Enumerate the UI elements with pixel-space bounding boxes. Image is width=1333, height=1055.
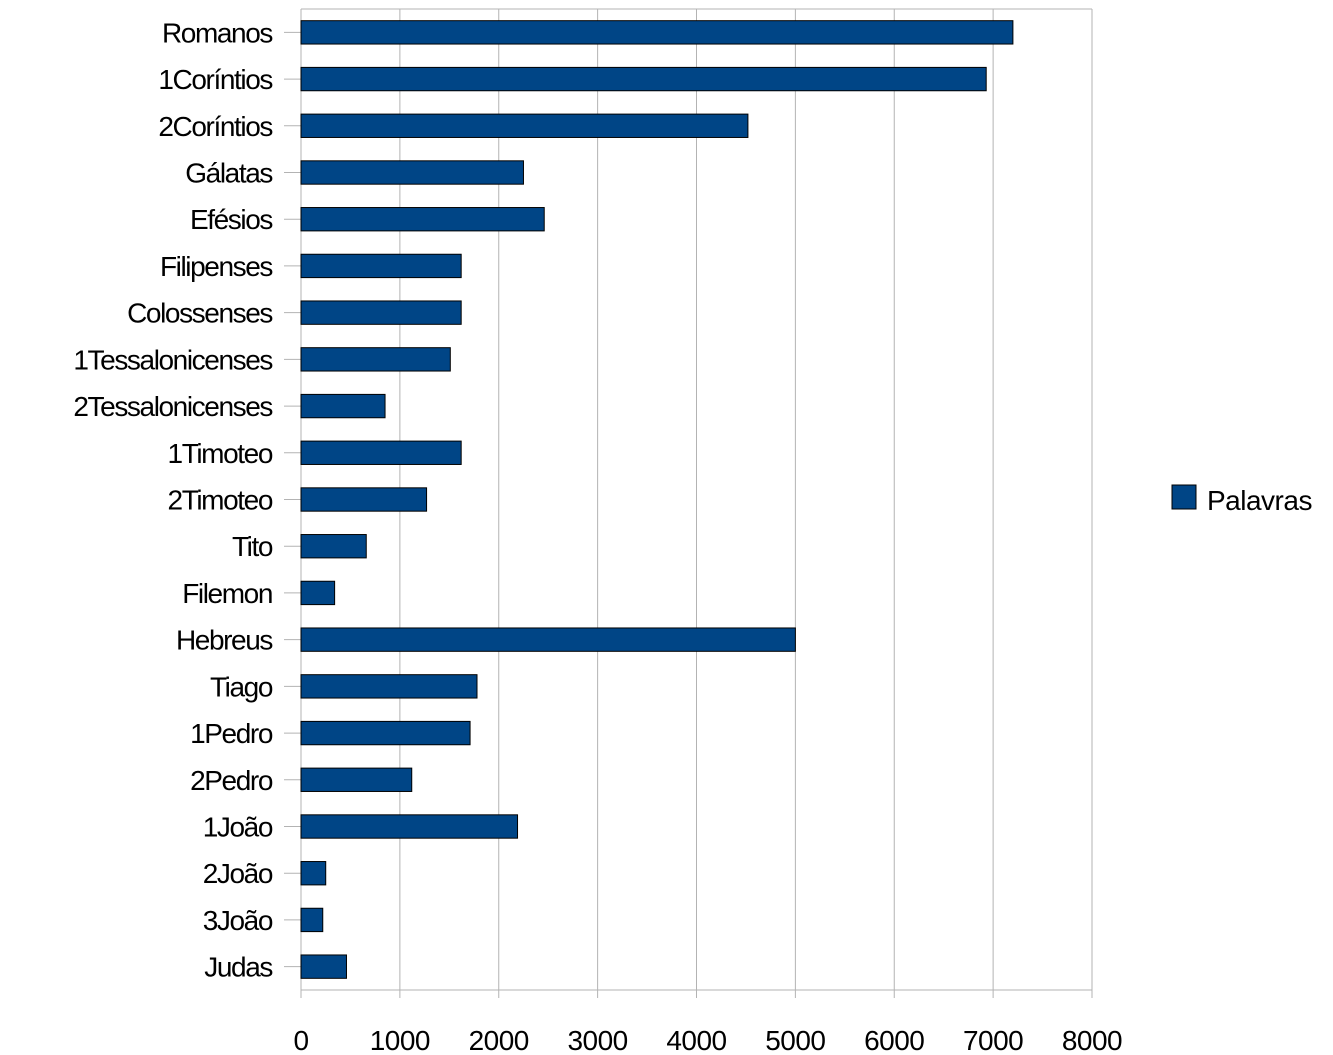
bar-efésios [300, 207, 545, 232]
x-tick-label: 5000 [765, 1025, 825, 1055]
category-label: 1João [203, 812, 273, 843]
category-label: Gálatas [185, 158, 272, 189]
category-label: Filemon [182, 578, 272, 609]
bar-2tessalonicenses [300, 393, 386, 419]
bar-1timoteo [300, 440, 462, 465]
bar-2coríntios [300, 113, 749, 138]
x-tick-labels: 0 1000 2000 3000 4000 5000 6000 7000 8000 [293, 1025, 1122, 1055]
category-label: 2Tessalonicenses [73, 391, 272, 422]
bars [300, 20, 1014, 979]
category-label: 2Coríntios [158, 111, 272, 142]
x-tick-label: 0 [293, 1025, 308, 1055]
category-label: 1Tessalonicenses [73, 344, 272, 375]
x-tick-label: 4000 [666, 1025, 726, 1055]
bar-2pedro [300, 767, 413, 792]
bar-gálatas [300, 160, 524, 185]
bar-filipenses [300, 253, 462, 279]
x-tick-label: 1000 [370, 1025, 430, 1055]
bar-judas [300, 954, 347, 979]
legend-label-palavras: Palavras [1207, 485, 1312, 516]
bar-1joão [300, 814, 519, 839]
x-tick-label: 2000 [469, 1025, 529, 1055]
bar-romanos [300, 20, 1014, 45]
x-tick-label: 6000 [864, 1025, 924, 1055]
category-label: Romanos [162, 17, 272, 48]
category-label: Tiago [210, 671, 273, 702]
category-label: 1Coríntios [158, 64, 272, 95]
category-label: Filipenses [160, 251, 272, 282]
category-label: 1Pedro [190, 718, 273, 749]
bar-1pedro [300, 720, 471, 746]
category-label: Hebreus [176, 625, 272, 656]
category-label: Judas [204, 952, 272, 983]
x-tick-label: 8000 [1062, 1025, 1122, 1055]
category-label: 2João [203, 858, 273, 889]
category-label: 2Timoteo [168, 485, 273, 516]
gridlines [399, 9, 1093, 990]
category-label: Tito [232, 531, 273, 562]
category-label: 3João [203, 905, 273, 936]
category-label: Efésios [190, 204, 272, 235]
x-tick-label: 7000 [963, 1025, 1023, 1055]
category-labels: Romanos 1Coríntios 2Coríntios Gálatas Efésio… [73, 17, 274, 983]
bar-1tessalonicenses [300, 347, 451, 372]
bar-1coríntios [300, 66, 987, 92]
category-label: Colossenses [127, 298, 272, 329]
bar-tito [300, 534, 367, 559]
category-label: 1Timoteo [168, 438, 273, 469]
bar-filemon [300, 580, 336, 606]
bar-hebreus [300, 627, 796, 652]
legend-swatch-palavras [1171, 484, 1197, 510]
bar-3joão [300, 907, 324, 933]
legend: Palavras [1171, 484, 1312, 516]
bar-2timoteo [300, 487, 428, 512]
bar-colossenses [300, 300, 462, 325]
x-tick-label: 3000 [567, 1025, 627, 1055]
bar-tiago [300, 674, 478, 699]
category-label: 2Pedro [190, 765, 273, 796]
bar-2joão [300, 861, 327, 886]
